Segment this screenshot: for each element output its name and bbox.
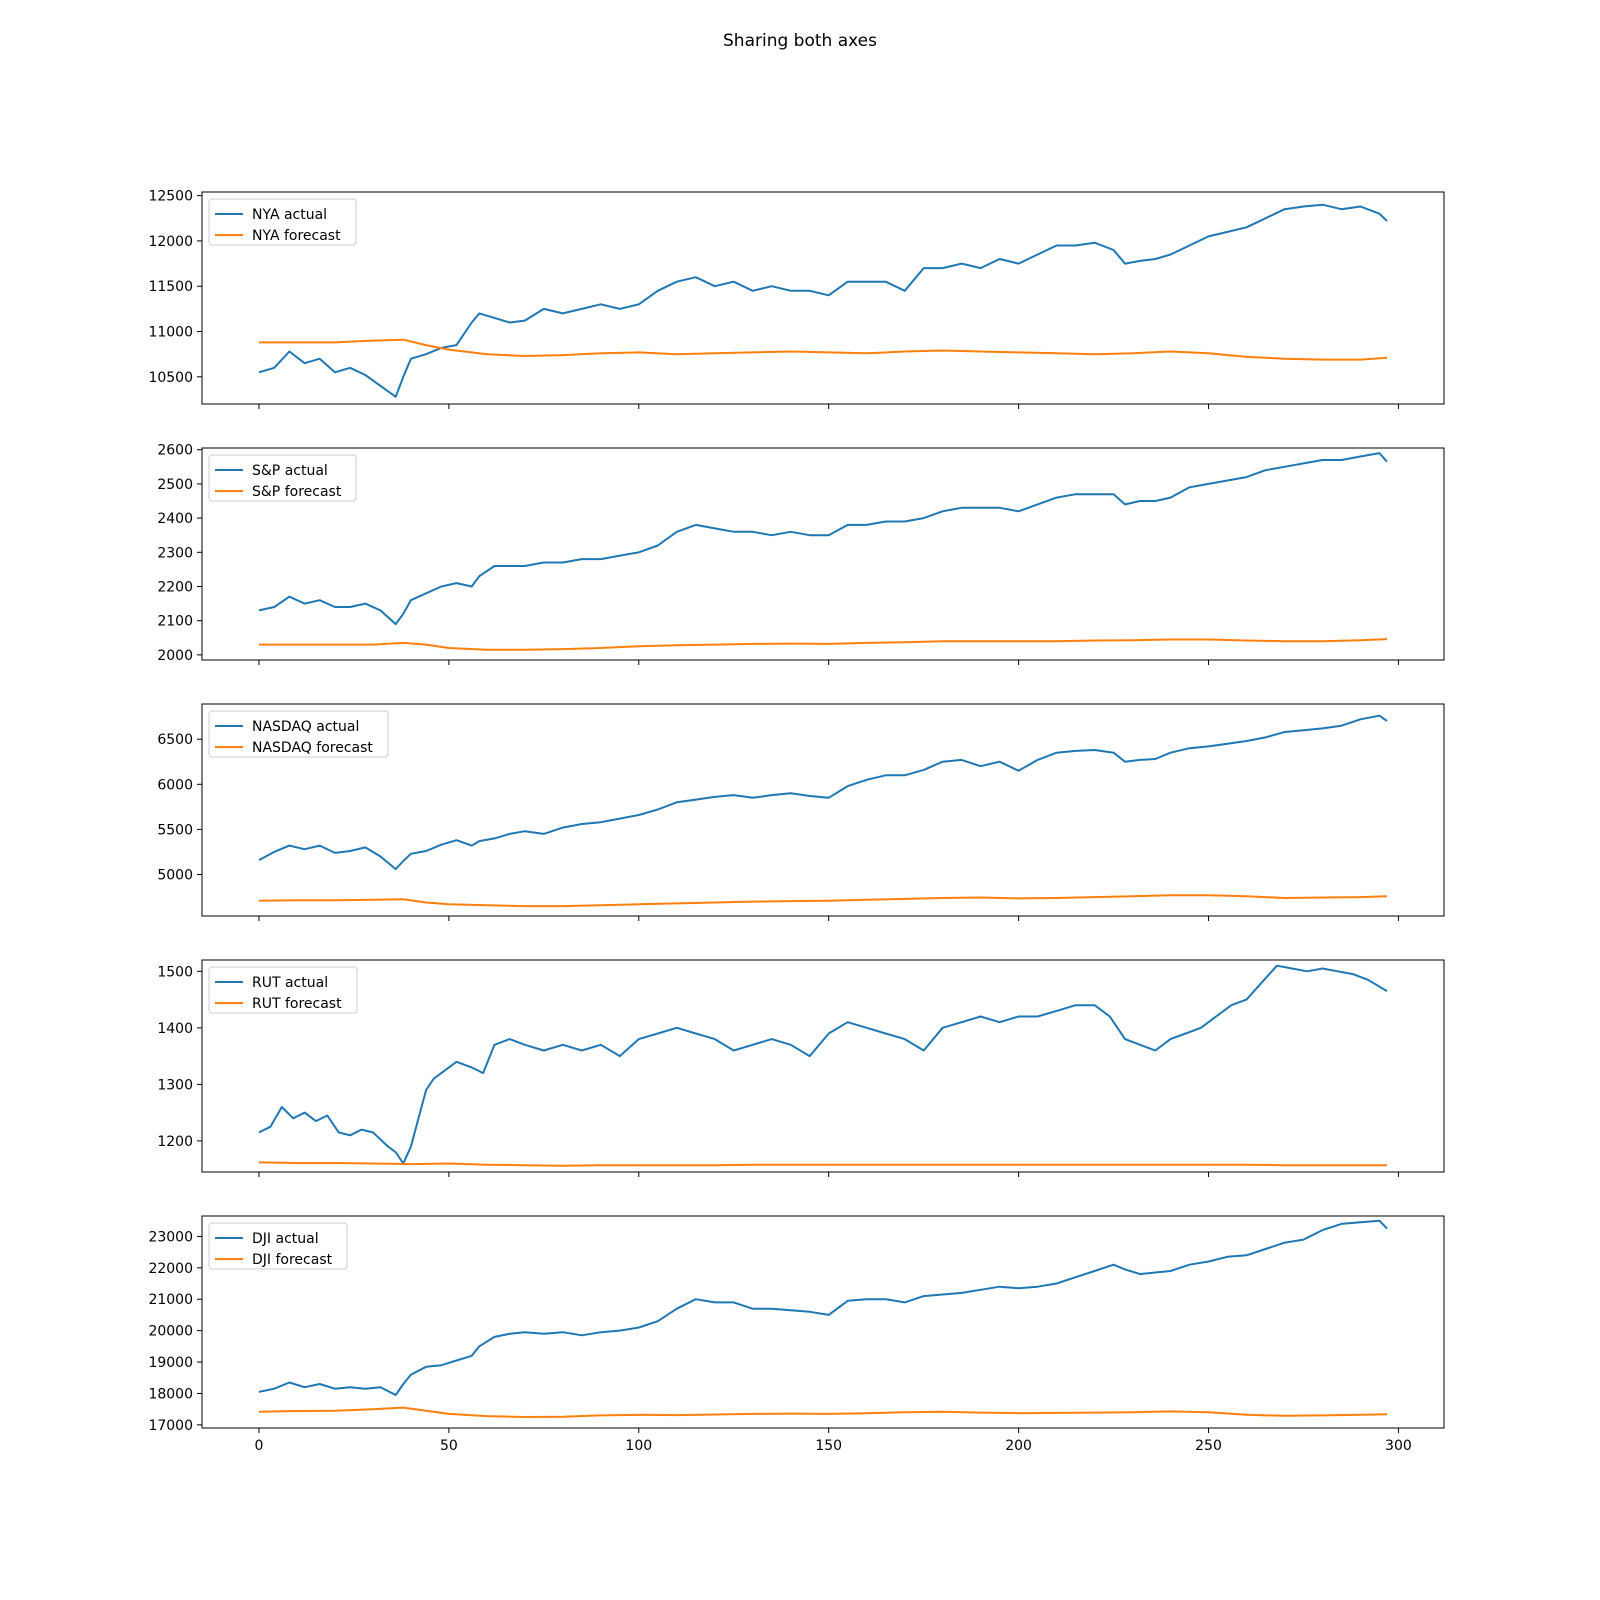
legend-box — [208, 710, 389, 758]
y-tick-label: 11500 — [148, 279, 193, 295]
y-tick-label: 12000 — [148, 234, 193, 250]
legend-label: NASDAQ actual — [252, 719, 359, 735]
legend: RUT actual RUT forecast — [208, 966, 358, 1014]
forecast-series-line — [258, 894, 1388, 908]
x-tick-label: 250 — [1195, 1438, 1222, 1454]
plot-area — [202, 1216, 1444, 1428]
legend-label: S&P forecast — [252, 484, 342, 500]
forecast-series-line — [258, 1406, 1388, 1418]
legend: NASDAQ actual NASDAQ forecast — [208, 710, 389, 758]
y-tick-label: 2300 — [157, 545, 193, 561]
y-tick-label: 6500 — [157, 732, 193, 748]
legend-box — [208, 1222, 348, 1270]
actual-series-line — [258, 203, 1388, 398]
y-tick-label: 2500 — [157, 477, 193, 493]
legend: NYA actual NYA forecast — [208, 198, 357, 246]
actual-series-line — [258, 1219, 1388, 1396]
y-tick-label: 1400 — [157, 1021, 193, 1037]
axes-frame — [201, 959, 1445, 1173]
x-tick-label: 100 — [625, 1438, 652, 1454]
plot-area — [202, 448, 1444, 660]
y-tick-label: 6000 — [157, 777, 193, 793]
x-tick-label: 50 — [440, 1438, 458, 1454]
y-tick-label: 1300 — [157, 1077, 193, 1093]
y-tick-label: 11000 — [148, 325, 193, 341]
figure-title: Sharing both axes — [723, 31, 877, 51]
subplot-1: 10500 11000 11500 12000 12500 NYA actual NYA f… — [148, 189, 1445, 409]
actual-series-line — [258, 452, 1388, 626]
y-tick-label: 18000 — [148, 1386, 193, 1402]
y-tick-label: 2200 — [157, 579, 193, 595]
legend: S&P actual S&P forecast — [208, 454, 357, 502]
actual-series-line — [258, 964, 1388, 1165]
legend-label: S&P actual — [252, 463, 328, 479]
plot-area — [202, 960, 1444, 1172]
forecast-series-line — [258, 1161, 1387, 1167]
x-tick-label: 200 — [1005, 1438, 1032, 1454]
y-tick-label: 1500 — [157, 964, 193, 980]
subplot-3: 5000 5500 6000 6500 NASDAQ actual NASDAQ fore… — [157, 703, 1445, 921]
y-tick-label: 2600 — [157, 443, 193, 459]
y-tick-label: 2100 — [157, 614, 193, 630]
x-tick-label: 150 — [815, 1438, 842, 1454]
axes-frame — [201, 447, 1445, 661]
legend-label: NYA actual — [252, 207, 327, 223]
subplot-4: 1200 1300 1400 1500 RUT actual RUT forecast — [157, 959, 1445, 1177]
y-tick-label: 2400 — [157, 511, 193, 527]
subplot-5: 17000 18000 19000 20000 21000 22000 23000 0 50 10… — [148, 1215, 1445, 1454]
forecast-series-line — [259, 338, 1388, 361]
y-tick-label: 10500 — [148, 370, 193, 386]
x-tick-label: 300 — [1385, 1438, 1412, 1454]
y-tick-label: 5000 — [157, 868, 193, 884]
y-tick-label: 2000 — [157, 648, 193, 664]
legend-label: NASDAQ forecast — [252, 740, 373, 756]
legend: DJI actual DJI forecast — [208, 1222, 348, 1270]
legend-label: DJI forecast — [252, 1252, 333, 1268]
plot-area — [202, 704, 1444, 916]
y-tick-label: 21000 — [148, 1292, 193, 1308]
plot-area — [202, 192, 1444, 404]
y-tick-label: 17000 — [148, 1418, 193, 1434]
y-tick-label: 1200 — [157, 1134, 193, 1150]
y-tick-label: 19000 — [148, 1355, 193, 1371]
forecast-series-line — [259, 638, 1388, 651]
legend-label: RUT actual — [252, 975, 328, 991]
y-tick-label: 22000 — [148, 1261, 193, 1277]
y-tick-label: 12500 — [148, 189, 193, 205]
y-tick-label: 20000 — [148, 1324, 193, 1340]
legend-box — [208, 454, 357, 502]
x-tick-label: 0 — [255, 1438, 264, 1454]
axes-frame — [201, 703, 1445, 917]
legend-box — [208, 198, 357, 246]
y-tick-label: 5500 — [157, 822, 193, 838]
legend-box — [208, 966, 358, 1014]
y-tick-label: 23000 — [148, 1229, 193, 1245]
axes-frame — [201, 191, 1445, 405]
legend-label: DJI actual — [252, 1231, 319, 1247]
legend-label: NYA forecast — [252, 228, 341, 244]
axes-frame — [201, 1215, 1445, 1429]
actual-series-line — [258, 714, 1388, 871]
legend-label: RUT forecast — [252, 996, 342, 1012]
